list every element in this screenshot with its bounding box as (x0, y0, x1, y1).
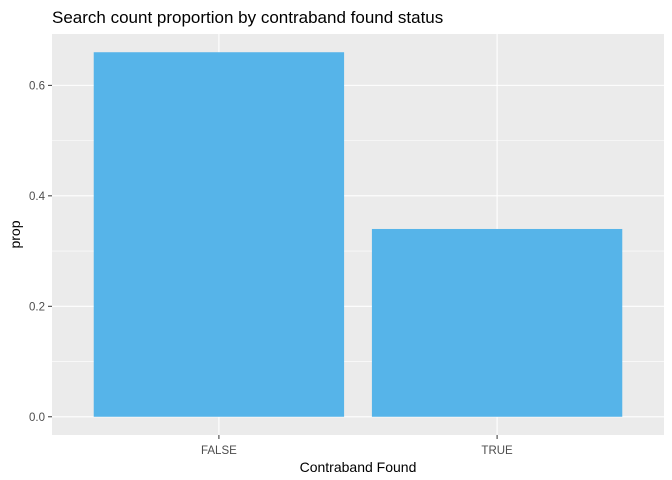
y-tick-label: 0.2 (29, 301, 45, 313)
y-tick-label: 0.6 (29, 80, 45, 92)
chart-title: Search count proportion by contraband fo… (52, 8, 443, 27)
x-axis-title: Contraband Found (300, 459, 417, 475)
x-axis: FALSE TRUE (201, 435, 513, 457)
y-axis-title: prop (7, 220, 23, 248)
x-tick-label: FALSE (201, 445, 237, 457)
y-tick-label: 0.0 (29, 412, 45, 424)
y-tick-label: 0.4 (29, 191, 46, 203)
bars (93, 52, 623, 417)
y-axis: 0.0 0.2 0.4 0.6 (29, 80, 52, 424)
x-tick-label: TRUE (481, 445, 513, 457)
bar-false (93, 52, 345, 417)
bar-true (371, 228, 623, 417)
